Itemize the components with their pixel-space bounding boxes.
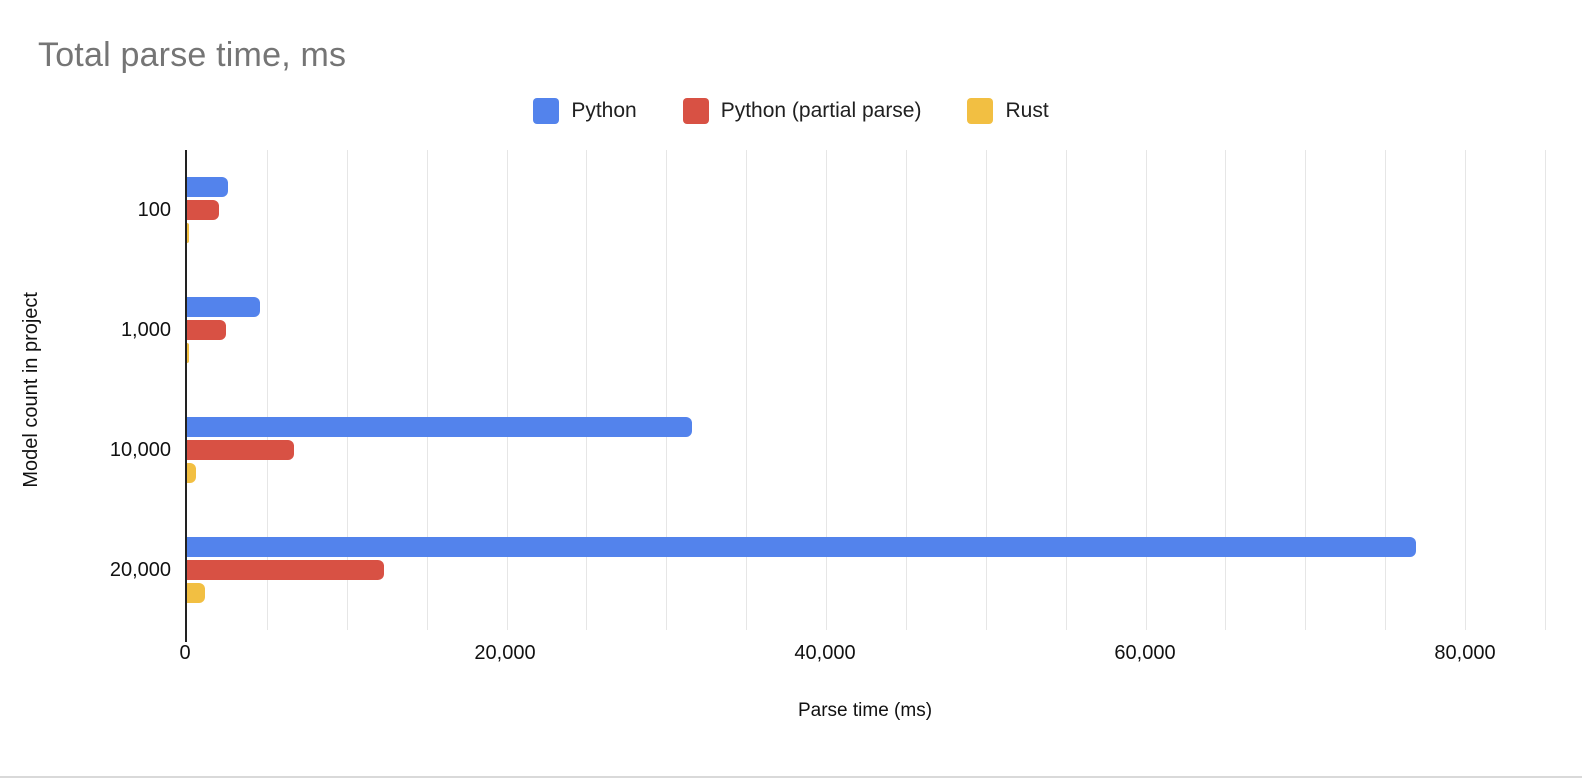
x-axis-tick-labels: 0 20,000 40,000 60,000 80,000 <box>179 630 1545 676</box>
y-axis-category-labels: 100 1,000 10,000 20,000 <box>62 150 185 630</box>
bar-rust-10-000 <box>187 463 196 483</box>
x-tick-label-80000: 80,000 <box>1434 642 1496 664</box>
legend-item-python: Python <box>533 98 637 124</box>
gridline-80000 <box>1465 150 1467 630</box>
bar-python-partial-parse-1-000 <box>187 320 227 340</box>
bar-rust-100 <box>187 223 189 243</box>
gridline-65000 <box>1225 150 1227 630</box>
x-tick-label-40000: 40,000 <box>794 642 856 664</box>
x-tick-label-60000: 60,000 <box>1114 642 1176 664</box>
gridline-55000 <box>1065 150 1067 630</box>
legend-item-python-partial-parse: Python (partial parse) <box>682 98 922 124</box>
bar-group-10-000 <box>187 390 1545 510</box>
legend-label: Python <box>571 99 637 122</box>
gridline-5000 <box>266 150 268 630</box>
legend-swatch-python <box>533 98 560 124</box>
gridline-15000 <box>426 150 428 630</box>
gridline-30000 <box>666 150 668 630</box>
gridline-35000 <box>746 150 748 630</box>
bar-python-100 <box>187 177 228 197</box>
legend-label: Rust <box>1005 99 1049 122</box>
gridline-75000 <box>1385 150 1387 630</box>
bar-group-20-000 <box>187 510 1545 630</box>
y-category-label-1-000: 1,000 <box>120 318 171 341</box>
bar-group-100 <box>187 150 1545 270</box>
gridline-10000 <box>346 150 348 630</box>
plot-area <box>185 150 1546 642</box>
chart-area: Model count in project 100 1,000 10,000 20,… <box>0 150 1582 728</box>
gridline-25000 <box>586 150 588 630</box>
legend: Python Python (partial parse) Rust <box>0 98 1582 124</box>
gridline-45000 <box>905 150 907 630</box>
bar-python-partial-parse-100 <box>187 200 219 220</box>
bar-python-partial-parse-10-000 <box>187 440 295 460</box>
x-axis-title: Parse time (ms) <box>797 700 933 721</box>
bar-python-10-000 <box>187 417 692 437</box>
gridline-20000 <box>506 150 508 630</box>
bar-python-1-000 <box>187 297 260 317</box>
bar-group-1-000 <box>187 270 1545 390</box>
legend-label: Python (partial parse) <box>720 99 922 122</box>
y-category-label-20-000: 20,000 <box>109 558 171 581</box>
gridline-70000 <box>1305 150 1307 630</box>
y-category-label-100: 100 <box>137 198 171 221</box>
x-tick-label-0: 0 <box>179 642 191 664</box>
y-axis-title: Model count in project <box>19 292 42 488</box>
x-axis-title-cell: Parse time (ms) <box>185 676 1545 728</box>
chart-title: Total parse time, ms <box>38 36 347 74</box>
bar-python-partial-parse-20-000 <box>187 560 384 580</box>
gridline-60000 <box>1145 150 1147 630</box>
gridline-50000 <box>985 150 987 630</box>
legend-item-rust: Rust <box>967 98 1049 124</box>
x-tick-label-20000: 20,000 <box>474 642 536 664</box>
bar-rust-1-000 <box>187 343 189 363</box>
gridline-40000 <box>826 150 828 630</box>
legend-swatch-python-partial-parse <box>682 98 709 124</box>
y-axis-title-cell: Model count in project <box>0 150 62 630</box>
y-category-label-10-000: 10,000 <box>109 438 171 461</box>
bar-python-20-000 <box>187 537 1416 557</box>
bar-rust-20-000 <box>187 583 206 603</box>
legend-swatch-rust <box>967 98 994 124</box>
gridline-85000 <box>1545 150 1546 630</box>
